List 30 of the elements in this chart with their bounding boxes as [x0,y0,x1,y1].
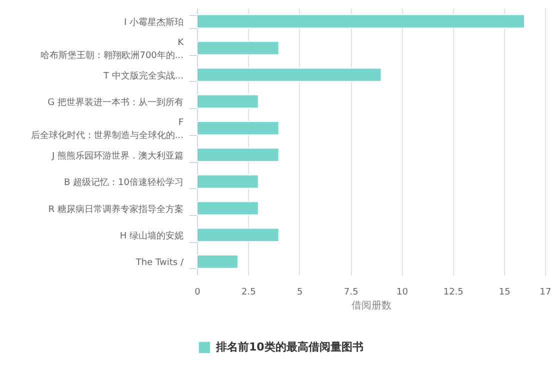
bar [196,148,280,162]
y-tick-label: T 中文版完全实战... [102,70,184,82]
x-tick-label: 17 [540,288,552,298]
x-axis-title: 借阅册数 [352,300,392,312]
x-tick-label: 2.5 [242,288,256,298]
y-tick-label: I 小霉星杰斯珀 [124,16,184,28]
y-tick-label: J 熊熊乐园环游世界．澳大利亚篇 [50,150,184,162]
bar [196,14,526,29]
bar [196,68,382,82]
bar [196,201,259,216]
x-tick-label: 15 [498,288,510,298]
y-tick-label: B 超级记忆：10倍速轻松学习 [64,177,184,188]
y-tick-label: F 后全球化时代：世界制造与全球化的... [30,118,184,142]
y-tick-label: K 哈布斯堡王朝：翱翔欧洲700年的... [40,38,185,62]
y-tick-label: H 绿山墙的安妮 [120,230,184,242]
bar [196,254,238,269]
bar [196,40,280,56]
bar [196,228,280,242]
bar [196,120,280,136]
bar [196,174,259,189]
x-tick-label: 12.5 [443,288,464,298]
x-tick-label: 5 [296,288,303,298]
legend-label: 排名前10类的最高借阅量图书 [215,340,364,354]
y-tick-label: G 把世界装进一本书：从一到所有 [48,96,184,108]
bar [196,94,259,109]
x-tick-label: 7.5 [344,288,358,298]
y-tick-label: The Twits / [134,258,184,268]
x-tick-label: 0 [194,288,201,298]
y-tick-label: R 糖尿病日常调养专家指导全方案 [48,204,184,215]
x-tick-label: 10 [396,288,408,298]
